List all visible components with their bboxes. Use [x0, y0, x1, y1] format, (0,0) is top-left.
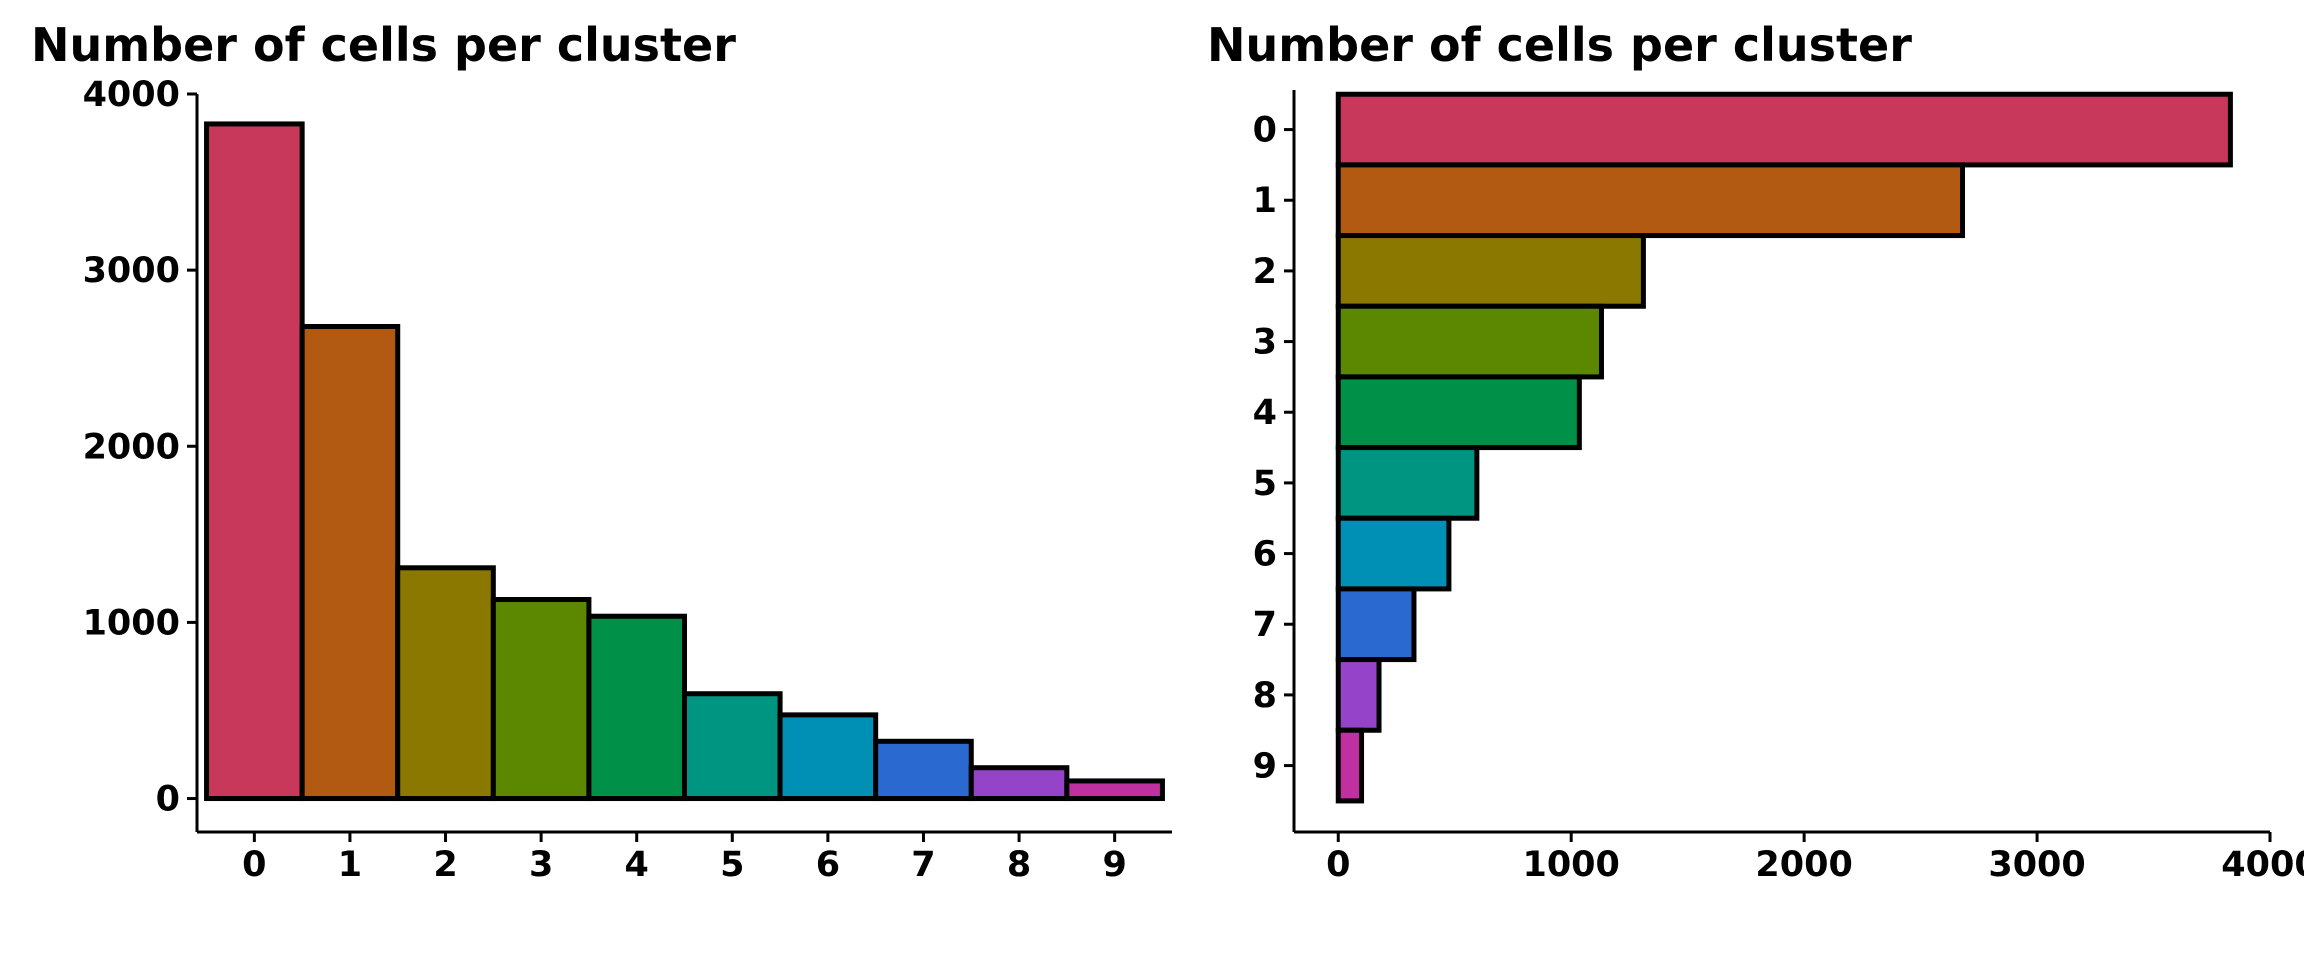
hbar-cluster-5: [1335, 445, 1480, 521]
right-y-tick-label: 5: [1253, 464, 1277, 504]
left-x-tick-label: 3: [529, 845, 553, 885]
bar-cluster-5: [682, 691, 783, 802]
bar-cluster-6: [777, 712, 879, 802]
left-x-tick-label: 6: [816, 845, 840, 885]
hbar-cluster-6: [1335, 515, 1452, 592]
bar-cluster-1: [299, 323, 401, 802]
right-y-tick-label: 1: [1253, 181, 1277, 221]
right-y-tick-label: 9: [1253, 747, 1277, 787]
bar-cluster-3: [490, 597, 592, 802]
bar-cluster-2: [395, 565, 496, 802]
hbar-cluster-8: [1335, 657, 1382, 733]
left-y-tick-label: 1000: [83, 603, 180, 643]
left-x-tick-label: 5: [720, 845, 744, 885]
hbar-cluster-7: [1335, 586, 1417, 663]
bar-cluster-9: [1064, 778, 1165, 802]
left-x-tick-label: 2: [433, 845, 457, 885]
left-x-tick-label: 1: [338, 845, 362, 885]
hbar-cluster-4: [1335, 374, 1582, 451]
right-x-tick-label: 2000: [1755, 845, 1852, 885]
hbar-cluster-9: [1335, 727, 1365, 804]
right-x-tick-label: 3000: [1988, 845, 2085, 885]
right-y-tick-label: 7: [1253, 605, 1277, 645]
left-x-tick-label: 7: [911, 845, 935, 885]
right-y-tick-label: 2: [1253, 252, 1277, 292]
hbar-cluster-3: [1335, 303, 1604, 380]
right-y-tick-label: 3: [1253, 323, 1277, 363]
left-x-tick-label: 0: [242, 845, 266, 885]
left-y-tick-label: 3000: [83, 251, 180, 291]
left-y-tick-label: 4000: [83, 75, 180, 115]
hbar-cluster-1: [1335, 162, 1966, 239]
right-x-tick-label: 1000: [1522, 845, 1619, 885]
right-y-tick-label: 8: [1253, 676, 1277, 716]
left-y-tick-label: 2000: [83, 427, 180, 467]
left-chart-bars: [204, 121, 1165, 802]
hbar-cluster-0: [1335, 91, 2233, 168]
right-x-tick-label: 0: [1326, 845, 1350, 885]
hbar-cluster-2: [1335, 233, 1646, 309]
left-chart-title: Number of cells per cluster: [31, 18, 736, 72]
right-chart-bars: [1335, 91, 2233, 804]
left-x-tick-label: 4: [625, 845, 649, 885]
right-y-tick-label: 4: [1253, 393, 1277, 433]
left-y-tick-label: 0: [156, 780, 180, 820]
bar-cluster-0: [204, 121, 305, 802]
bar-cluster-7: [873, 738, 974, 802]
right-y-tick-label: 0: [1253, 111, 1277, 151]
bar-cluster-4: [586, 613, 687, 802]
right-y-tick-label: 6: [1253, 535, 1277, 575]
bar-cluster-8: [968, 765, 1070, 802]
right-chart-title: Number of cells per cluster: [1207, 18, 1912, 72]
right-x-tick-label: 4000: [2221, 845, 2304, 885]
left-x-tick-label: 9: [1102, 845, 1126, 885]
left-x-tick-label: 8: [1007, 845, 1031, 885]
